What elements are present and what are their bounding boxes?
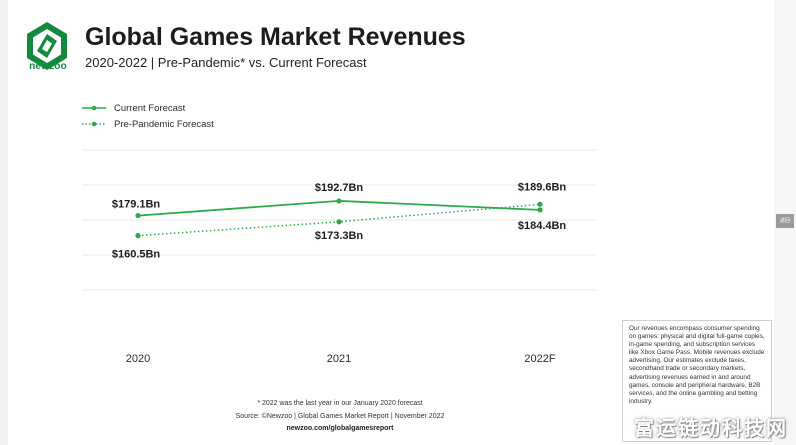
footnote-note: * 2022 was the last year in our January …	[257, 400, 423, 407]
x-tick-label: 2021	[327, 353, 351, 365]
definition-box: Our revenues encompass consumer spending…	[622, 320, 772, 442]
legend-label-current: Current Forecast	[114, 102, 186, 114]
chart-labels: $179.1Bn $192.7Bn $184.4Bn $160.5Bn $173.3Bn…	[112, 181, 567, 260]
data-label: $184.4Bn	[518, 220, 567, 232]
data-label: $173.3Bn	[315, 230, 364, 242]
data-label: $179.1Bn	[112, 199, 161, 211]
chart-subtitle: 2020-2022 | Pre-Pandemic* vs. Current Fo…	[85, 55, 367, 70]
legend-label-prepandemic: Pre-Pandemic Forecast	[114, 118, 214, 130]
x-axis-ticks: 2020 2021 2022F	[126, 353, 556, 365]
footnote-source: Source: ©Newzoo | Global Games Market Re…	[235, 413, 445, 420]
legend-item-prepandemic: Pre-Pandemic Forecast	[82, 116, 214, 132]
legend-item-current: Current Forecast	[82, 100, 214, 116]
watermark-text: 富运链动科技网	[634, 418, 788, 440]
left-margin-band	[0, 0, 8, 445]
chart-title: Global Games Market Revenues	[85, 23, 466, 51]
chart-series	[135, 198, 543, 239]
x-tick-label: 2022F	[524, 353, 555, 365]
data-point	[537, 207, 543, 213]
data-label: $160.5Bn	[112, 249, 161, 261]
data-label: $189.6Bn	[518, 181, 567, 193]
dotted-line-swatch-icon	[82, 121, 106, 127]
data-point	[135, 233, 141, 239]
newzoo-logo-icon	[27, 22, 67, 70]
chart-legend: Current Forecast Pre-Pandemic Forecast	[82, 100, 214, 132]
data-point	[336, 198, 342, 204]
brand-wordmark: newzoo	[29, 61, 67, 72]
data-point	[336, 219, 342, 225]
data-label: $192.7Bn	[315, 182, 364, 194]
side-tab-button[interactable]: 返回	[776, 214, 794, 228]
x-tick-label: 2020	[126, 353, 150, 365]
footnote-url: newzoo.com/globalgamesreport	[286, 425, 394, 432]
solid-line-swatch-icon	[82, 105, 106, 111]
data-point	[537, 201, 543, 207]
data-point	[135, 212, 141, 219]
